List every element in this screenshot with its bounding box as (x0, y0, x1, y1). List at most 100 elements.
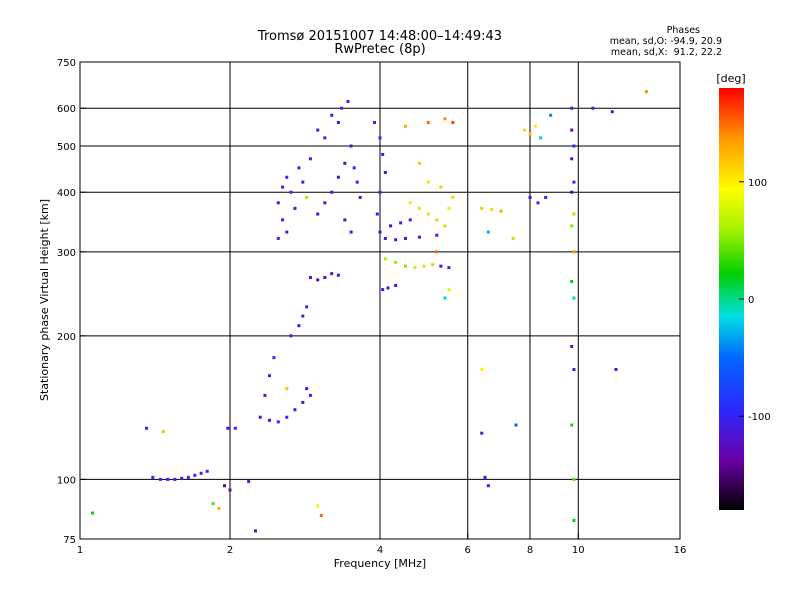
data-point (375, 212, 379, 216)
data-point (233, 426, 237, 430)
data-point (426, 121, 430, 125)
grid-lines (80, 62, 680, 539)
data-point (483, 475, 487, 479)
data-point (186, 475, 190, 479)
data-point (480, 367, 484, 371)
colorbar-label: [deg] (716, 72, 745, 85)
data-point (267, 418, 271, 422)
data-point (447, 288, 451, 292)
stats-line-o: mean, sd,O: -94.9, 20.9 (610, 36, 722, 47)
data-point (403, 124, 407, 128)
data-point (417, 235, 421, 239)
data-point (381, 288, 385, 292)
colorbar-tick-label: 100 (748, 178, 767, 189)
data-point (378, 190, 382, 194)
data-point (394, 238, 398, 242)
x-tick-label: 16 (674, 545, 687, 556)
data-point (297, 166, 301, 170)
x-tick-label: 6 (465, 545, 471, 556)
data-point (570, 157, 574, 161)
data-point (431, 263, 435, 267)
data-point (514, 423, 518, 427)
data-point (490, 207, 494, 211)
data-point (435, 250, 439, 254)
data-point (499, 209, 503, 213)
data-point (308, 157, 312, 161)
data-point (570, 423, 574, 427)
x-axis-label: Frequency [MHz] (334, 557, 426, 570)
data-point (305, 387, 309, 391)
data-point (343, 161, 347, 165)
data-point (572, 519, 576, 523)
data-point (226, 426, 230, 430)
y-tick-label: 200 (57, 332, 76, 343)
data-point (211, 502, 215, 506)
data-point (308, 276, 312, 280)
data-point (394, 260, 398, 264)
data-point (413, 266, 417, 270)
data-point (389, 224, 393, 228)
data-point (323, 276, 327, 280)
data-point (536, 201, 540, 205)
data-point (285, 387, 289, 391)
data-point (451, 195, 455, 199)
data-point (293, 408, 297, 412)
data-point (572, 144, 576, 148)
y-tick-label: 400 (57, 188, 76, 199)
data-point (572, 250, 576, 254)
data-point (223, 484, 227, 488)
data-point (301, 400, 305, 404)
data-point (346, 99, 350, 103)
data-point (316, 278, 320, 282)
data-point (394, 283, 398, 287)
data-point (340, 106, 344, 110)
data-point (316, 128, 320, 132)
data-point (91, 511, 95, 515)
data-point (451, 121, 455, 125)
colorbar-ticks: -100 0 100 (739, 178, 771, 423)
data-point (439, 264, 443, 268)
data-point (267, 374, 271, 378)
data-point (383, 170, 387, 174)
data-point (533, 124, 537, 128)
data-point (408, 218, 412, 222)
data-point (228, 488, 232, 492)
data-point (528, 132, 532, 136)
data-point (570, 190, 574, 194)
data-point (443, 117, 447, 121)
data-point (572, 296, 576, 300)
y-tick-label: 500 (57, 142, 76, 153)
data-point (253, 529, 257, 533)
data-point (276, 201, 280, 205)
data-point (293, 206, 297, 210)
x-tick-label: 2 (227, 545, 233, 556)
data-point (486, 230, 490, 234)
data-point (528, 195, 532, 199)
data-point (570, 224, 574, 228)
data-point (570, 344, 574, 348)
data-point (383, 257, 387, 261)
y-axis-ticks: 75 100 200 300 400 500 600 750 (57, 58, 86, 546)
x-axis-ticks: 1 2 4 6 8 10 16 (77, 533, 687, 556)
data-point (308, 393, 312, 397)
x-tick-label: 8 (527, 545, 533, 556)
data-point (263, 393, 267, 397)
data-point (544, 195, 548, 199)
data-point (276, 236, 280, 240)
data-point (330, 113, 334, 117)
data-point (352, 166, 356, 170)
data-point (381, 152, 385, 156)
data-point (316, 212, 320, 216)
data-point (289, 190, 293, 194)
data-point (408, 201, 412, 205)
data-point (447, 206, 451, 210)
data-point (426, 212, 430, 216)
data-point (199, 471, 203, 475)
x-tick-label: 4 (377, 545, 383, 556)
y-tick-label: 750 (57, 58, 76, 69)
data-point (480, 206, 484, 210)
data-point (539, 136, 543, 140)
data-point (349, 230, 353, 234)
data-point (403, 264, 407, 268)
data-point (285, 175, 289, 179)
